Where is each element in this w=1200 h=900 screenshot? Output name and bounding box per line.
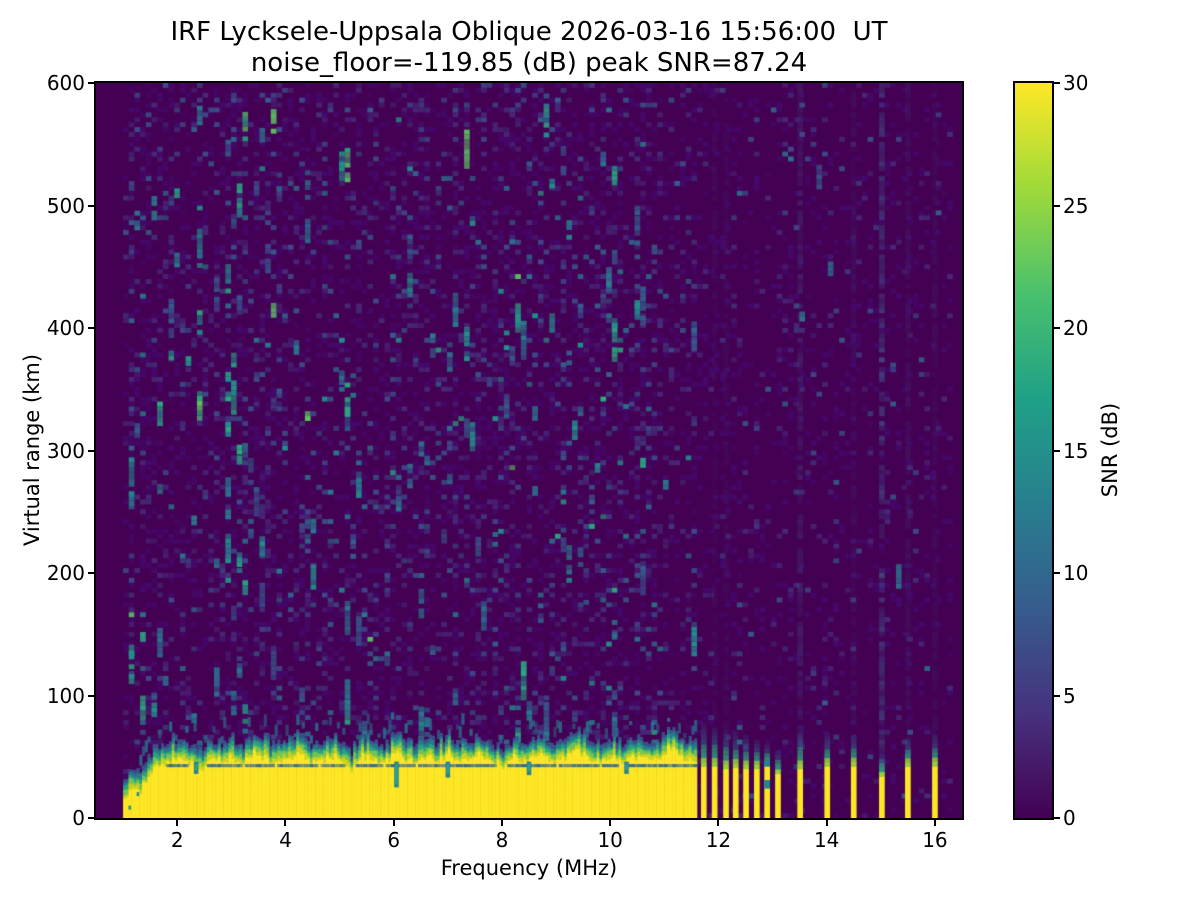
colorbar-tick-label: 15 bbox=[1063, 438, 1089, 463]
colorbar-tick-label: 25 bbox=[1063, 193, 1089, 218]
y-tick-label: 600 bbox=[46, 71, 85, 95]
x-tick-label: 4 bbox=[279, 828, 292, 852]
y-tick-mark bbox=[88, 327, 94, 329]
y-tick-mark bbox=[88, 82, 94, 84]
chart-title: IRF Lycksele-Uppsala Oblique 2026-03-16 … bbox=[170, 17, 888, 47]
y-tick-label: 300 bbox=[46, 438, 85, 463]
colorbar-tick-label: 20 bbox=[1063, 316, 1089, 340]
colorbar-tick-mark bbox=[1054, 694, 1060, 697]
x-tick-mark bbox=[500, 820, 503, 826]
colorbar-tick-mark bbox=[1054, 82, 1060, 84]
x-tick-mark bbox=[933, 820, 936, 826]
y-tick-mark bbox=[88, 572, 94, 574]
chart-subtitle: noise_floor=-119.85 (dB) peak SNR=87.24 bbox=[250, 48, 808, 78]
x-tick-label: 16 bbox=[922, 828, 948, 852]
x-tick-label: 10 bbox=[597, 828, 623, 852]
y-tick-mark bbox=[88, 204, 94, 207]
x-tick-mark bbox=[284, 820, 287, 826]
colorbar-label: SNR (dB) bbox=[1098, 402, 1122, 498]
colorbar-tick-mark bbox=[1054, 817, 1060, 819]
y-tick-label: 400 bbox=[46, 316, 85, 340]
y-tick-mark bbox=[88, 449, 94, 452]
x-tick-label: 6 bbox=[387, 828, 401, 852]
y-tick-label: 200 bbox=[46, 561, 85, 585]
colorbar-gradient bbox=[1013, 81, 1054, 820]
y-tick-label: 0 bbox=[72, 806, 85, 830]
y-tick-mark bbox=[88, 817, 94, 819]
colorbar-tick-mark bbox=[1054, 204, 1060, 207]
colorbar-tick-mark bbox=[1054, 449, 1060, 452]
y-tick-label: 100 bbox=[46, 683, 85, 708]
x-tick-label: 8 bbox=[495, 828, 509, 852]
x-tick-mark bbox=[176, 820, 179, 826]
colorbar-tick-label: 30 bbox=[1063, 71, 1089, 95]
y-axis-label: Virtual range (km) bbox=[20, 353, 44, 547]
heatmap-plot bbox=[96, 83, 962, 818]
colorbar-tick-label: 10 bbox=[1063, 561, 1089, 585]
x-tick-label: 12 bbox=[705, 828, 732, 852]
x-tick-label: 2 bbox=[170, 828, 184, 852]
y-tick-label: 500 bbox=[46, 193, 85, 218]
y-tick-mark bbox=[88, 694, 94, 697]
x-axis-label: Frequency (MHz) bbox=[440, 856, 618, 880]
colorbar-tick-mark bbox=[1054, 327, 1060, 329]
colorbar-tick-mark bbox=[1054, 572, 1060, 574]
x-tick-mark bbox=[392, 820, 395, 826]
x-tick-mark bbox=[825, 820, 828, 826]
colorbar-tick-label: 5 bbox=[1063, 683, 1076, 708]
x-tick-mark bbox=[717, 820, 720, 826]
x-tick-mark bbox=[609, 820, 612, 826]
x-tick-label: 14 bbox=[813, 828, 840, 852]
colorbar-tick-label: 0 bbox=[1063, 806, 1076, 830]
